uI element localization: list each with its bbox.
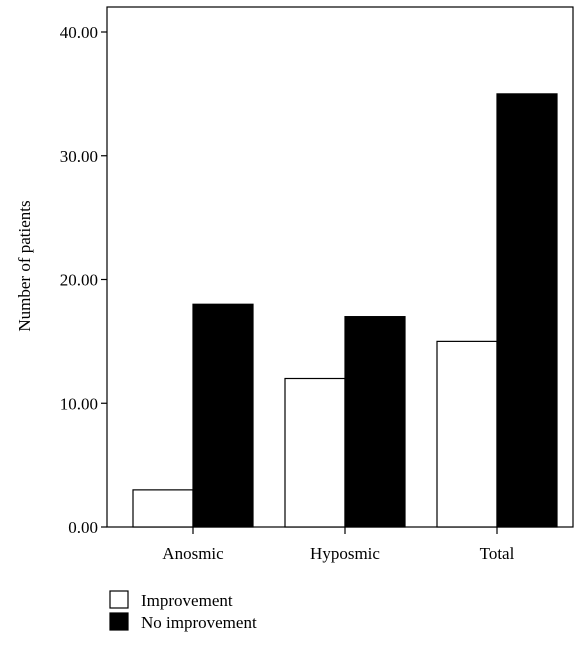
bar-no-improvement [344,316,406,528]
y-tick-label: 0.00 [68,518,98,537]
bar-no-improvement [192,303,254,528]
y-axis-label-group: Number of patients [15,200,34,331]
legend: Improvement No improvement [109,590,257,632]
y-tick-label: 30.00 [60,147,98,166]
y-tick-label: 20.00 [60,271,98,290]
y-tick-label: 10.00 [60,394,98,413]
legend-label: Improvement [141,591,233,610]
bar-improvement [436,340,498,528]
bar-no-improvement [496,93,558,528]
legend-swatch [109,612,129,631]
bar-improvement [132,489,194,528]
y-axis-label: Number of patients [15,200,34,331]
legend-swatch [109,590,129,609]
x-tick-label: Anosmic [162,544,224,563]
bar-improvement [284,377,346,528]
legend-label: No improvement [141,613,257,632]
bars [132,93,558,528]
y-tick-label: 40.00 [60,23,98,42]
x-tick-label: Hyposmic [310,544,380,563]
y-axis: 0.00 10.00 20.00 30.00 40.00 [60,23,107,537]
x-axis: Anosmic Hyposmic Total [162,527,515,563]
x-tick-label: Total [480,544,515,563]
